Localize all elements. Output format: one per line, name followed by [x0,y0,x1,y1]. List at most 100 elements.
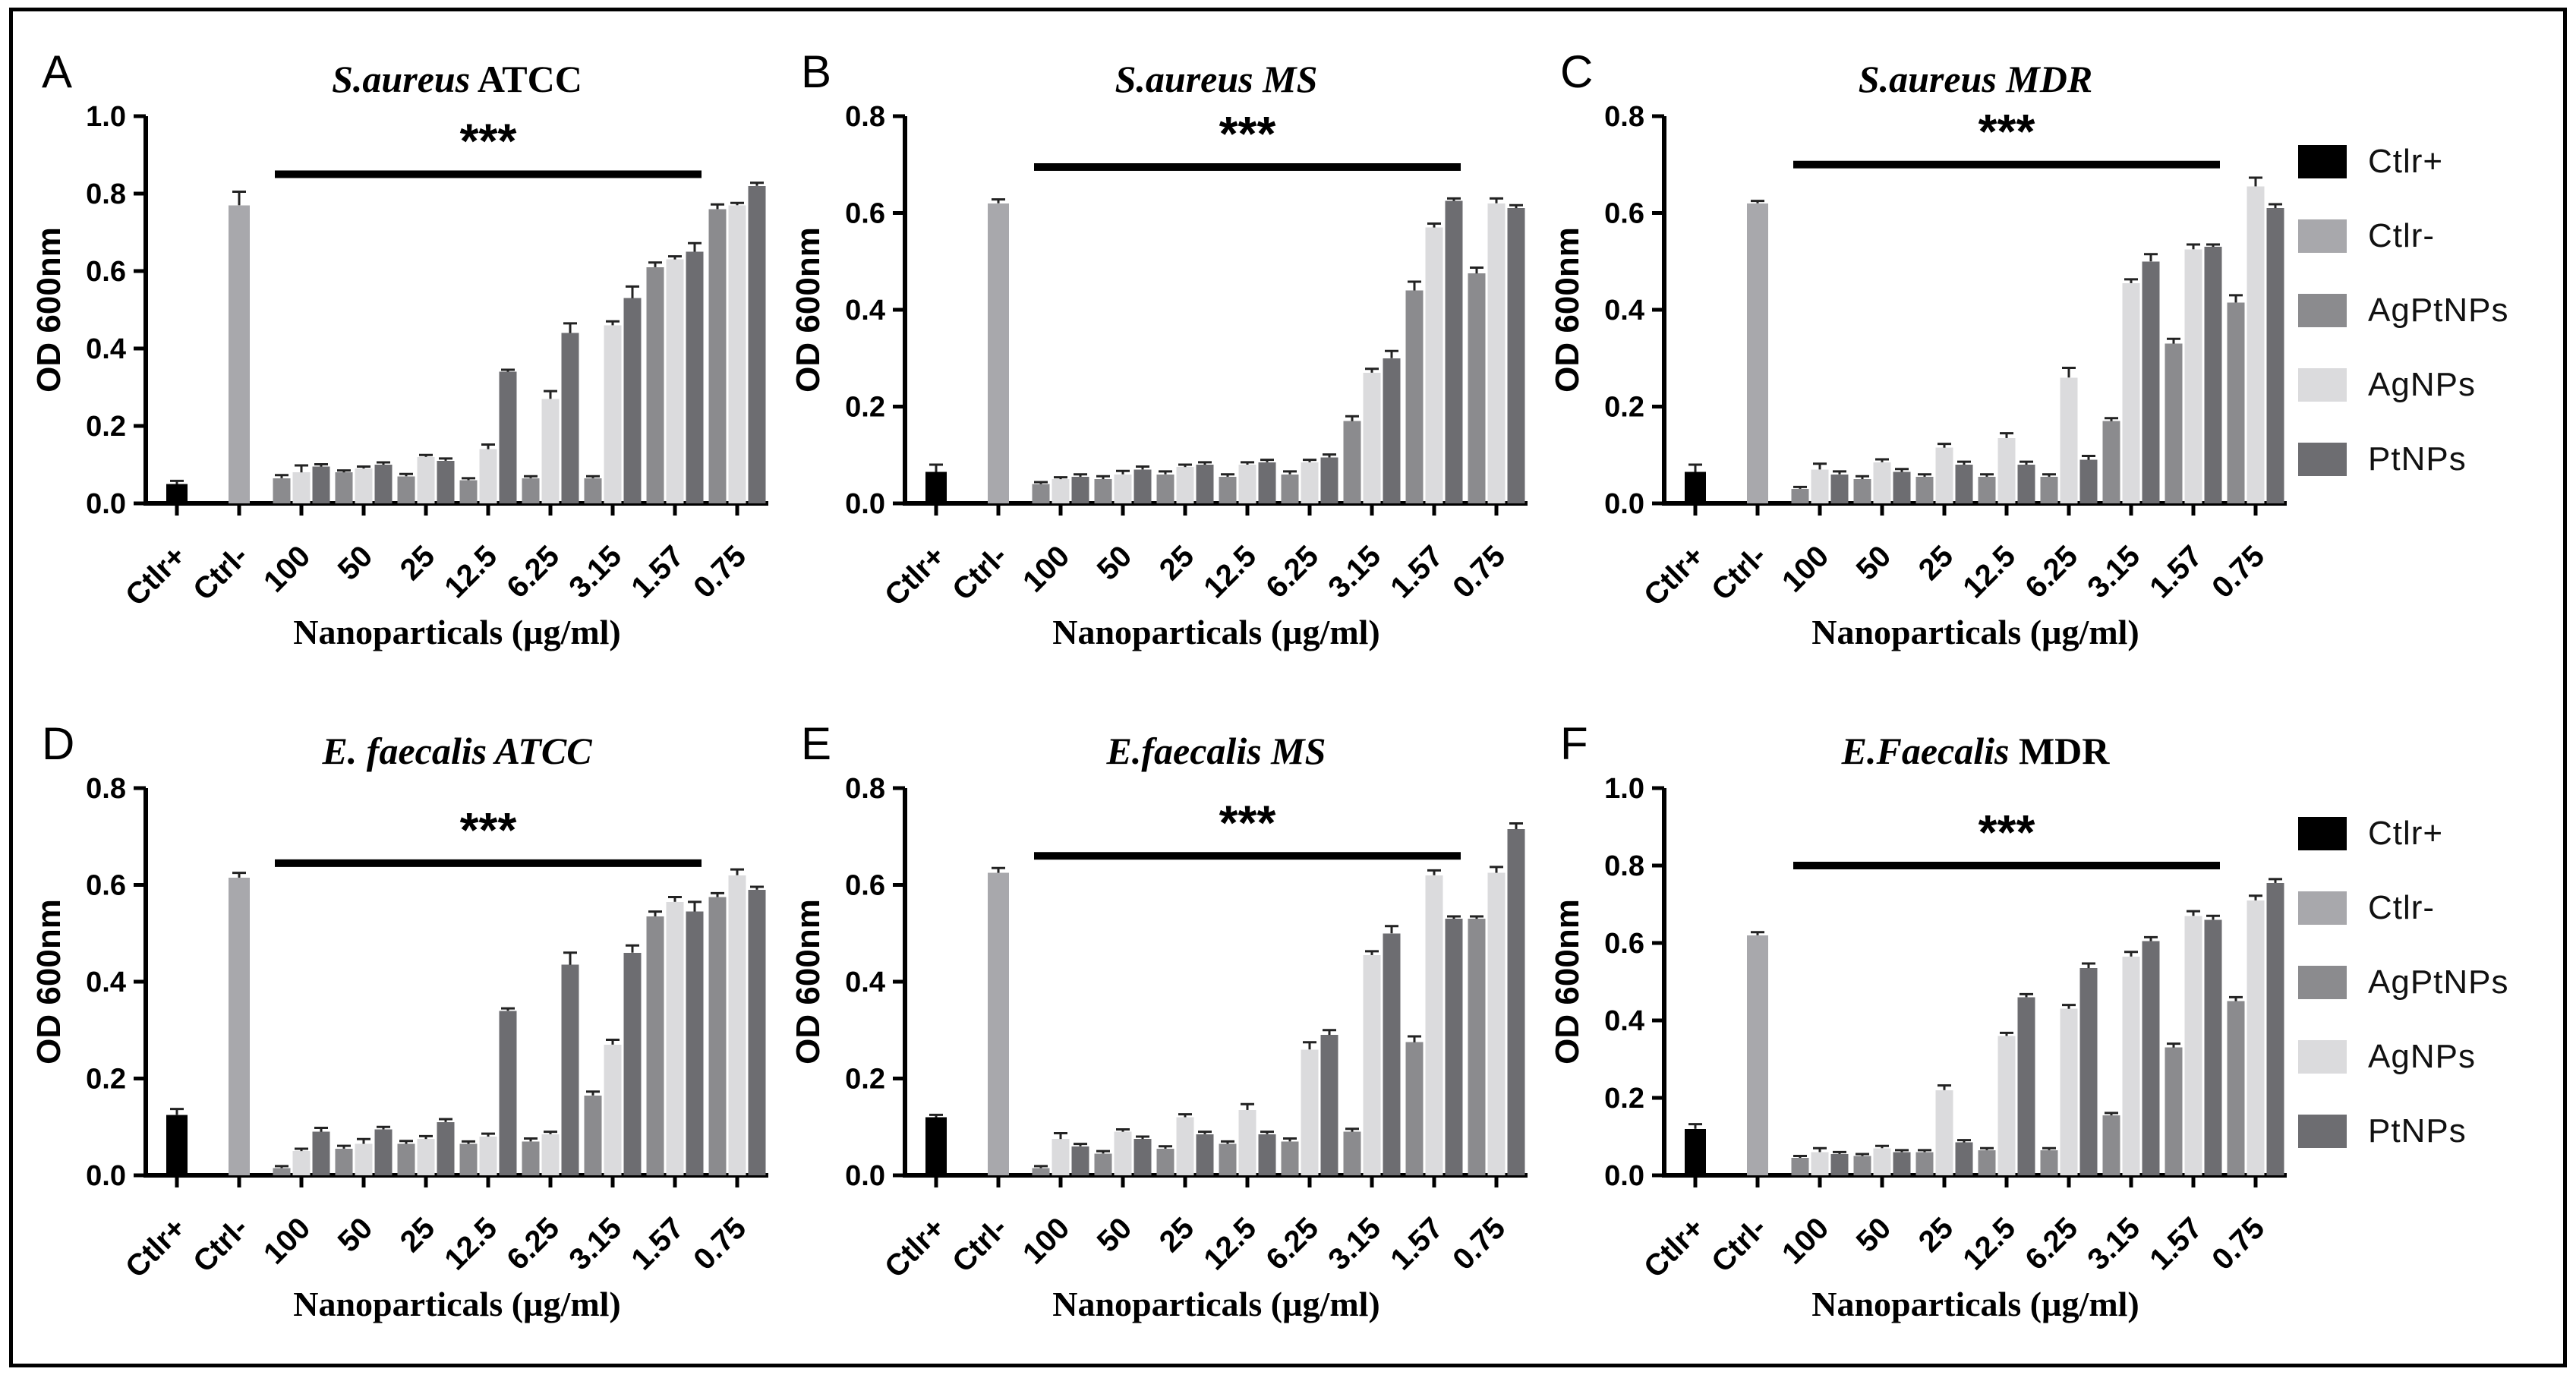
bar-ptnps-6.25 [2079,968,2098,1175]
row-top: A S.aureus ATCC 0.0 0.2 0.4 0.6 0.8 1.0 OD 600nm… [20,17,2563,689]
bar-agnps-50 [1114,474,1132,503]
bar-agptnps-12.5 [459,480,478,503]
bar-agnps-12.5 [479,449,497,503]
bar-agnps-6.25 [1301,1049,1319,1175]
bar-agnps-12.5 [1238,465,1256,503]
x-axis-title: Nanoparticals (µg/ml) [293,613,621,651]
x-tick-label: 25 [1912,539,1960,587]
bar-agptnps-6.25 [1281,474,1299,503]
panel-f: F E.Faecalis MDR 0.0 0.2 0.4 0.6 0.8 1.0 OD 600n… [1539,689,2298,1354]
significance-stars: *** [1979,805,2035,859]
y-axis-title: OD 600nm [1549,899,1586,1064]
x-tick-label: 50 [1850,1211,1898,1259]
y-tick-label: 0.4 [845,967,885,998]
y-tick-label: 0.4 [1604,295,1644,326]
bar-agptnps-100 [1791,1158,1809,1175]
y-tick-label: 0.2 [845,1064,885,1096]
y-tick-label: 0.6 [86,256,126,288]
bar-agnps-1.57 [2184,249,2202,503]
bar-ptnps-12.5 [499,371,517,503]
x-tick-label: 1.57 [1384,1211,1449,1276]
legend-swatch-icon [2298,1040,2347,1074]
figure-border: A S.aureus ATCC 0.0 0.2 0.4 0.6 0.8 1.0 OD 600nm… [9,8,2567,1367]
x-tick-label: 100 [257,539,317,598]
bar-agnps-25 [417,1139,435,1175]
legend-label: AgNPs [2368,1038,2476,1075]
x-tick-label: 0.75 [2206,539,2271,604]
bar-agnps-12.5 [1997,437,2016,503]
bar-agnps-50 [355,1143,373,1175]
chart-f: F E.Faecalis MDR 0.0 0.2 0.4 0.6 0.8 1.0 OD 600n… [1549,718,2287,1323]
panel-c: C S.aureus MDR 0.0 0.2 0.4 0.6 0.8 OD 600nm Ctlr… [1539,17,2298,682]
y-tick-label: 0.2 [86,1064,126,1096]
y-tick-label: 0.8 [1604,850,1644,882]
legend-swatch-icon [2298,368,2347,402]
x-tick-label: 3.15 [1322,1211,1387,1276]
bar-agnps-0.75 [1487,872,1506,1175]
bar-agnps-12.5 [1238,1109,1256,1175]
y-tick-label: 0.6 [86,870,126,902]
bar-agptnps-0.75 [2227,302,2245,503]
bar-ptnps-3.15 [623,298,642,503]
bar-ctlr-minus [988,872,1009,1175]
bar-ptnps-12.5 [1258,462,1276,503]
bar-ptnps-12.5 [499,1011,517,1175]
legend-swatch-icon [2298,219,2347,253]
bar-agptnps-0.75 [1468,273,1486,503]
bar-ptnps-3.15 [2142,261,2160,503]
legend-label: AgNPs [2368,366,2476,403]
bar-agptnps-12.5 [1978,476,1996,503]
x-tick-label: 25 [1153,539,1201,587]
chart-a: A S.aureus ATCC 0.0 0.2 0.4 0.6 0.8 1.0 OD 600nm… [30,46,768,651]
legend-swatch-icon [2298,443,2347,476]
bar-agnps-25 [1176,467,1194,503]
x-tick-label: 50 [1091,539,1139,587]
legend-label: PtNPs [2368,440,2467,478]
legend-swatch-icon [2298,891,2347,925]
bar-agptnps-100 [1791,488,1809,503]
bar-agnps-50 [355,468,373,503]
bar-agnps-0.75 [2247,900,2265,1175]
x-tick-label: 25 [394,1211,442,1259]
bar-ptnps-0.75 [2266,882,2284,1175]
bar-ptnps-100 [1830,474,1849,503]
bar-agptnps-6.25 [522,478,540,503]
legend-label: Ctlr- [2368,889,2436,926]
bar-ptnps-12.5 [1258,1134,1276,1175]
y-tick-label: 0.2 [1604,392,1644,424]
panel-letter: D [42,718,74,769]
bar-ctlr-minus [229,877,250,1175]
legend-swatch-icon [2298,817,2347,850]
bar-agnps-0.75 [1487,203,1506,503]
y-tick-label: 0.6 [845,198,885,230]
significance-stars: *** [1219,795,1276,850]
bar-ptnps-50 [1893,471,1911,503]
bar-agptnps-0.75 [1468,919,1486,1175]
y-axis-title: OD 600nm [30,899,68,1064]
bar-agptnps-50 [335,1148,353,1175]
y-tick-label: 0.0 [845,1160,885,1192]
bar-ctlr-plus [166,1115,188,1175]
x-tick-label: 12.5 [1956,539,2022,604]
chart-b: B S.aureus MS 0.0 0.2 0.4 0.6 0.8 OD 600nm Ctlr+… [790,46,1528,651]
legend-item-ptnps: PtNPs [2298,1112,2549,1150]
y-tick-label: 0.4 [1604,1005,1644,1037]
bar-agnps-100 [1811,1152,1829,1175]
legend-label: AgPtNPs [2368,963,2509,1001]
x-tick-label: 100 [1776,539,1835,598]
y-axis-title: OD 600nm [1549,227,1586,393]
bar-ptnps-50 [1893,1152,1911,1175]
x-tick-label: Ctlr+ [1638,539,1711,612]
bar-agnps-100 [292,472,311,503]
y-tick-label: 0.8 [845,773,885,805]
panel-letter: A [42,46,72,97]
bar-ptnps-1.57 [1445,200,1463,503]
bar-agnps-1.57 [666,259,684,503]
panel-title: S.aureus MS [1115,58,1318,100]
bar-ptnps-50 [1134,469,1152,503]
legend-bottom: Ctlr+ Ctlr- AgPtNPs AgNPs PtNPs [2298,689,2549,1361]
bar-agptnps-25 [1156,474,1174,503]
bar-ptnps-0.75 [748,185,766,504]
bar-agnps-12.5 [479,1137,497,1175]
y-tick-label: 0.4 [86,967,126,998]
